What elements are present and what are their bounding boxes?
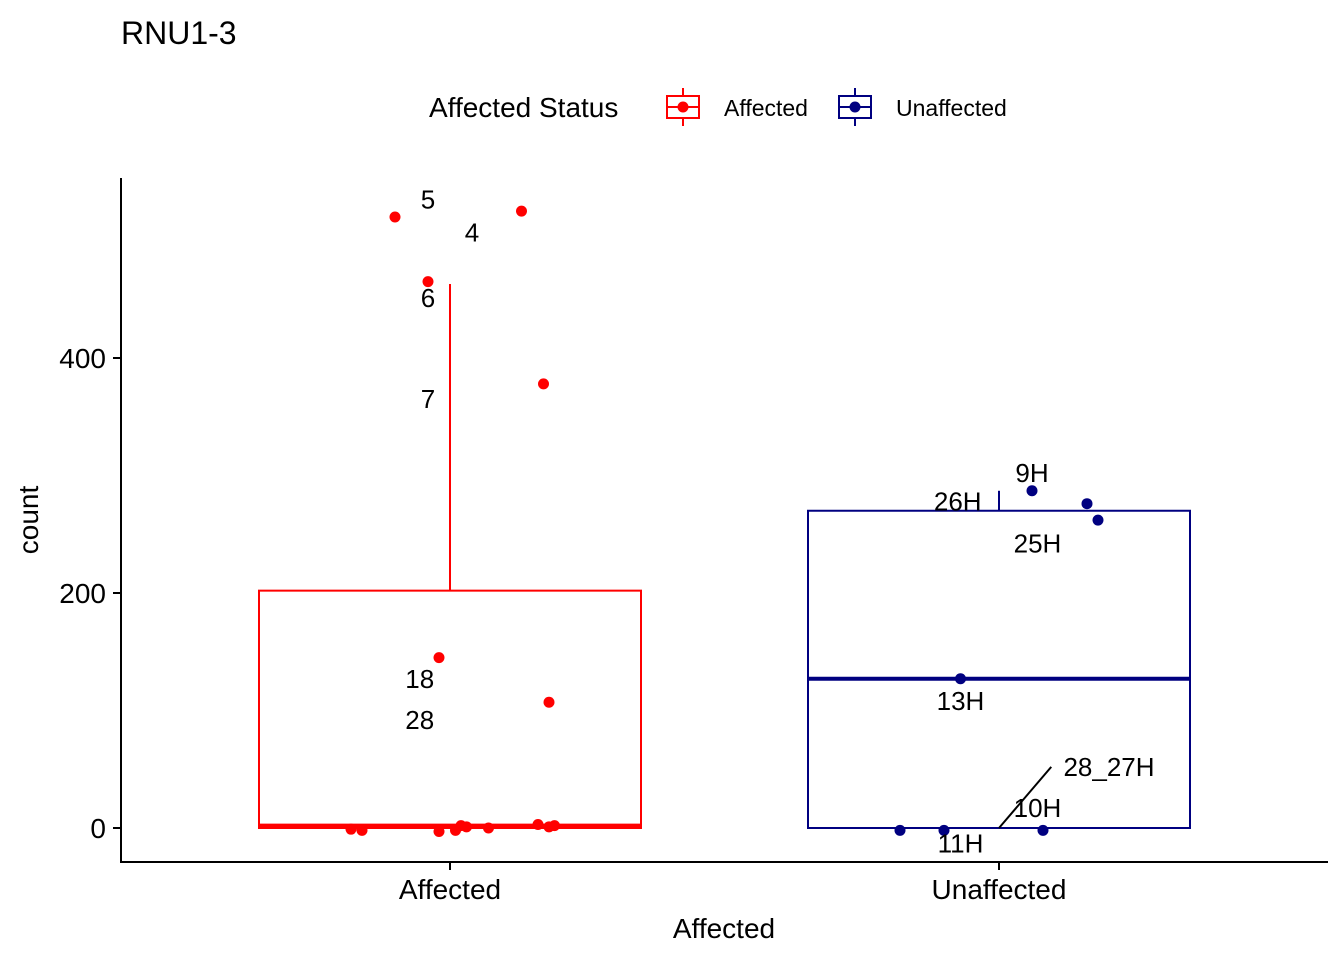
point-label-11h: 11H xyxy=(938,828,984,858)
data-point-unaffected-16 xyxy=(1026,485,1038,497)
data-point-affected-7 xyxy=(356,824,368,836)
x-tick-label-unaffected: Unaffected xyxy=(932,874,1067,905)
x-tick-label-affected: Affected xyxy=(399,874,501,905)
point-label-18: 18 xyxy=(405,664,434,694)
data-point-unaffected-20 xyxy=(894,824,906,836)
data-point-affected-8 xyxy=(433,826,445,838)
data-point-affected-5 xyxy=(543,696,555,708)
point-label-9h: 9H xyxy=(1015,458,1048,488)
y-tick-label-0: 0 xyxy=(90,813,106,844)
chart-title: RNU1-3 xyxy=(121,15,237,51)
box-affected xyxy=(258,283,642,830)
data-point-unaffected-22 xyxy=(1037,824,1049,836)
y-axis-ticks: 0 200 400 xyxy=(59,343,121,844)
data-point-affected-11 xyxy=(461,821,472,833)
point-label-28: 28 xyxy=(405,705,434,735)
data-point-affected-2 xyxy=(422,276,434,288)
boxes-layer xyxy=(258,283,1191,830)
data-point-unaffected-18 xyxy=(1092,514,1104,526)
data-point-affected-12 xyxy=(483,822,494,834)
data-point-affected-0 xyxy=(389,211,401,223)
legend: Affected Status Affected Unaffected xyxy=(429,88,1007,126)
point-label-4: 4 xyxy=(465,217,479,247)
data-point-affected-1 xyxy=(516,205,527,217)
point-label-26h: 26H xyxy=(934,486,982,516)
point-label-25h: 25H xyxy=(1014,529,1062,559)
legend-label-affected: Affected xyxy=(724,95,808,121)
point-label-7: 7 xyxy=(421,384,435,414)
points-layer xyxy=(345,205,1104,838)
data-point-unaffected-21 xyxy=(938,824,950,836)
legend-label-unaffected: Unaffected xyxy=(896,95,1007,121)
legend-title: Affected Status xyxy=(429,92,618,123)
y-tick-label-400: 400 xyxy=(59,343,106,374)
data-point-affected-15 xyxy=(549,820,560,832)
data-point-affected-4 xyxy=(433,652,445,664)
label-segment-0 xyxy=(998,766,1053,829)
data-point-unaffected-19 xyxy=(955,673,966,685)
data-point-affected-3 xyxy=(538,378,549,390)
legend-key-affected: Affected xyxy=(666,88,808,126)
point-label-5: 5 xyxy=(421,184,435,214)
y-axis-title: count xyxy=(13,486,44,555)
x-axis-ticks: Affected Unaffected xyxy=(399,862,1067,905)
legend-key-unaffected: Unaffected xyxy=(838,88,1007,126)
data-point-unaffected-17 xyxy=(1081,498,1093,510)
data-point-affected-6 xyxy=(345,823,357,835)
data-point-affected-13 xyxy=(532,818,544,830)
point-label-13h: 13H xyxy=(937,686,985,716)
point-label-6: 6 xyxy=(421,283,435,313)
point-label-10h: 10H xyxy=(1014,793,1062,823)
y-tick-label-200: 200 xyxy=(59,578,106,609)
point-label-28-27h: 28_27H xyxy=(1063,752,1154,782)
legend-key-point-affected xyxy=(677,101,689,113)
x-axis-title: Affected xyxy=(673,913,775,944)
box-rect-affected xyxy=(258,589,642,830)
legend-key-point-unaffected xyxy=(849,101,861,113)
